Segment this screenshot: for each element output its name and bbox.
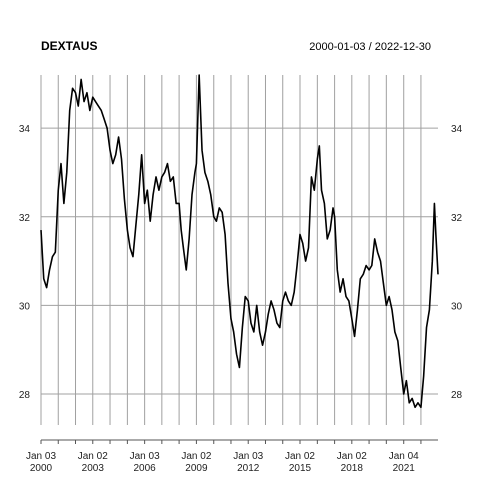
- x-tick-label-year: 2021: [393, 463, 416, 474]
- x-tick-label-year: 2009: [185, 463, 208, 474]
- x-tick-label: Jan 03: [130, 451, 160, 462]
- x-tick-label-year: 2003: [82, 463, 105, 474]
- x-tick-label-year: 2000: [30, 463, 53, 474]
- x-tick-label: Jan 02: [181, 451, 211, 462]
- y-tick-label-left: 28: [19, 390, 31, 401]
- x-tick-label: Jan 03: [26, 451, 56, 462]
- chart-title: DEXTAUS: [41, 39, 97, 53]
- x-tick-label: Jan 02: [285, 451, 315, 462]
- x-tick-label-year: 2015: [289, 463, 312, 474]
- x-tick-label: Jan 03: [233, 451, 263, 462]
- y-tick-label-right: 34: [451, 124, 463, 135]
- y-axis-left: 28 30 32 34: [19, 124, 31, 401]
- chart-date-range: 2000-01-03 / 2022-12-30: [309, 41, 431, 53]
- y-tick-label-right: 30: [451, 301, 463, 312]
- x-tick-label: Jan 02: [78, 451, 108, 462]
- grid: [40, 75, 438, 425]
- x-tick-label: Jan 02: [337, 451, 367, 462]
- series-line: [40, 74, 439, 409]
- y-axis-right: 28 30 32 34: [451, 124, 463, 401]
- x-tick-label-year: 2012: [237, 463, 260, 474]
- y-tick-label-left: 34: [19, 124, 31, 135]
- series: [40, 74, 439, 409]
- y-tick-label-left: 32: [19, 213, 31, 224]
- x-tick-label-year: 2006: [134, 463, 157, 474]
- y-tick-label-right: 32: [451, 213, 463, 224]
- x-tick-label: Jan 04: [389, 451, 419, 462]
- y-tick-label-left: 30: [19, 301, 31, 312]
- y-tick-label-right: 28: [451, 390, 463, 401]
- x-tick-label-year: 2018: [341, 463, 364, 474]
